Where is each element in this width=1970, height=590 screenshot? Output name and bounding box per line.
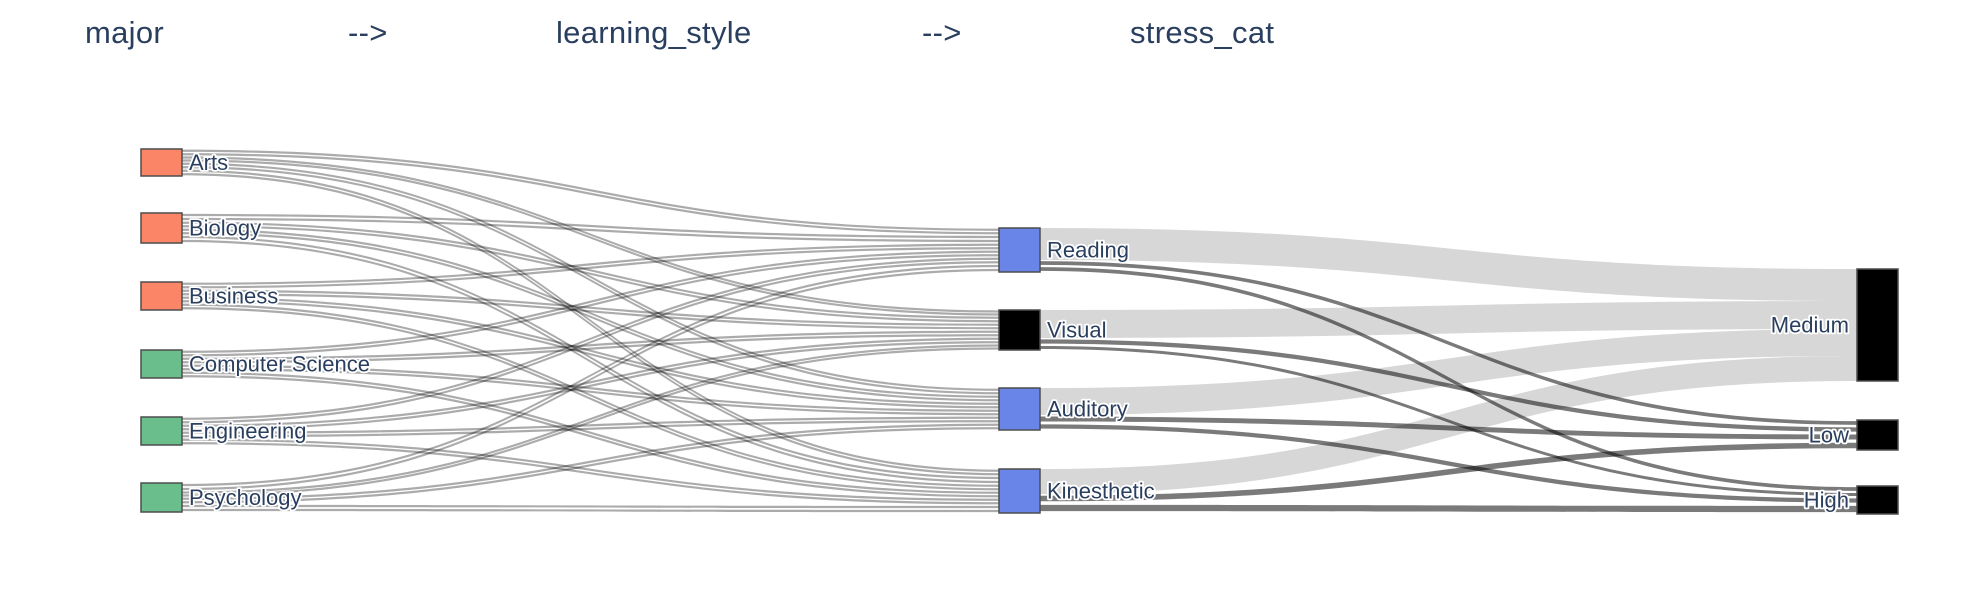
sankey-node-label-auditory: Auditory <box>1047 397 1128 422</box>
sankey-node-visual[interactable] <box>998 309 1041 351</box>
sankey-link[interactable] <box>182 166 999 395</box>
sankey-link[interactable] <box>182 162 999 391</box>
sankey-node-label-arts: Arts <box>189 150 228 175</box>
sankey-link[interactable] <box>182 296 999 405</box>
chart-title: major --> learning_style --> stress_cat <box>0 15 1970 55</box>
sankey-node-label-medium: Medium <box>1771 313 1849 338</box>
sankey-link[interactable] <box>1040 301 1857 338</box>
sankey-link[interactable] <box>182 307 999 491</box>
sankey-node-business[interactable] <box>140 281 183 311</box>
sankey-link[interactable] <box>1040 416 1857 440</box>
sankey-link[interactable] <box>182 173 999 476</box>
sankey-link[interactable] <box>1040 228 1857 301</box>
sankey-link[interactable] <box>182 257 999 420</box>
sankey-link[interactable] <box>182 289 999 326</box>
sankey-node-auditory[interactable] <box>998 387 1041 431</box>
sankey-node-label-high: High <box>1804 488 1849 513</box>
sankey-link[interactable] <box>182 371 999 494</box>
dimension-label-learning-style: learning_style <box>556 15 752 50</box>
sankey-link[interactable] <box>182 300 999 409</box>
sankey-node-label-kinesthetic: Kinesthetic <box>1047 479 1155 504</box>
sankey-node-reading[interactable] <box>998 227 1041 273</box>
sankey-link[interactable] <box>182 344 999 494</box>
sankey-link[interactable] <box>182 243 999 285</box>
sankey-link[interactable] <box>182 341 999 431</box>
sankey-node-high[interactable] <box>1856 485 1899 515</box>
sankey-link[interactable] <box>182 268 999 491</box>
sankey-link[interactable] <box>182 438 999 501</box>
sankey-node-label-psychology: Psychology <box>189 485 302 510</box>
sankey-link[interactable] <box>182 264 999 487</box>
sankey-link[interactable] <box>1040 345 1857 497</box>
sankey-node-psychology[interactable] <box>140 482 183 513</box>
dimension-label-major: major <box>85 15 165 50</box>
sankey-link[interactable] <box>182 364 999 412</box>
sankey-link[interactable] <box>182 213 999 239</box>
sankey-node-label-reading: Reading <box>1047 238 1129 263</box>
sankey-node-kinesthetic[interactable] <box>998 468 1041 514</box>
sankey-link[interactable] <box>182 416 999 434</box>
sankey-link[interactable] <box>182 169 999 472</box>
sankey-link[interactable] <box>182 239 999 484</box>
sankey-link[interactable] <box>182 261 999 424</box>
sankey-link[interactable] <box>182 221 999 319</box>
sankey-link[interactable] <box>1040 267 1857 491</box>
sankey-node-label-engineering: Engineering <box>189 419 306 444</box>
sankey-link[interactable] <box>1040 424 1857 503</box>
sankey-link[interactable] <box>1040 442 1857 502</box>
sankey-link[interactable] <box>182 427 999 504</box>
sankey-node-label-business: Business <box>189 284 278 309</box>
sankey-node-label-computer_science: Computer Science <box>189 352 370 377</box>
sankey-link[interactable] <box>182 250 999 353</box>
sankey-node-label-low: Low <box>1809 423 1849 448</box>
sankey-link[interactable] <box>182 504 999 509</box>
sankey-link[interactable] <box>1040 356 1857 494</box>
sankey-link[interactable] <box>182 232 999 402</box>
sankey-node-computer_science[interactable] <box>140 349 183 379</box>
sankey-link[interactable] <box>1040 339 1857 432</box>
sankey-link[interactable] <box>182 420 999 438</box>
sankey-node-label-visual: Visual <box>1047 318 1107 343</box>
sankey-link[interactable] <box>182 159 999 316</box>
sankey-link[interactable] <box>182 423 999 500</box>
dimension-label-stress-cat: stress_cat <box>1130 15 1275 50</box>
sankey-link[interactable] <box>182 254 999 357</box>
sankey-link[interactable] <box>182 303 999 487</box>
sankey-link[interactable] <box>1040 504 1857 513</box>
sankey-link[interactable] <box>182 149 999 231</box>
sankey-link[interactable] <box>182 508 999 513</box>
sankey-node-biology[interactable] <box>140 212 183 244</box>
sankey-link[interactable] <box>182 442 999 505</box>
sankey-node-label-biology: Biology <box>189 216 261 241</box>
sankey-link[interactable] <box>182 217 999 243</box>
sankey-link[interactable] <box>1040 329 1857 415</box>
sankey-link[interactable] <box>182 228 999 398</box>
sankey-node-low[interactable] <box>1856 419 1899 451</box>
sankey-link[interactable] <box>182 247 999 289</box>
sankey-link[interactable] <box>182 293 999 330</box>
arrow-icon: --> <box>922 15 962 50</box>
arrow-icon: --> <box>348 15 388 50</box>
sankey-node-engineering[interactable] <box>140 416 183 446</box>
sankey-node-medium[interactable] <box>1856 268 1899 382</box>
sankey-link[interactable] <box>182 156 999 313</box>
sankey-link[interactable] <box>182 347 999 497</box>
sankey-link[interactable] <box>1040 261 1857 425</box>
sankey-link[interactable] <box>182 337 999 427</box>
sankey-link[interactable] <box>182 334 999 364</box>
sankey-node-arts[interactable] <box>140 148 183 177</box>
sankey-link[interactable] <box>182 375 999 498</box>
sankey-link[interactable] <box>182 330 999 360</box>
sankey-link[interactable] <box>182 153 999 235</box>
sankey-link[interactable] <box>182 225 999 323</box>
sankey-link[interactable] <box>182 235 999 480</box>
sankey-link[interactable] <box>182 368 999 416</box>
